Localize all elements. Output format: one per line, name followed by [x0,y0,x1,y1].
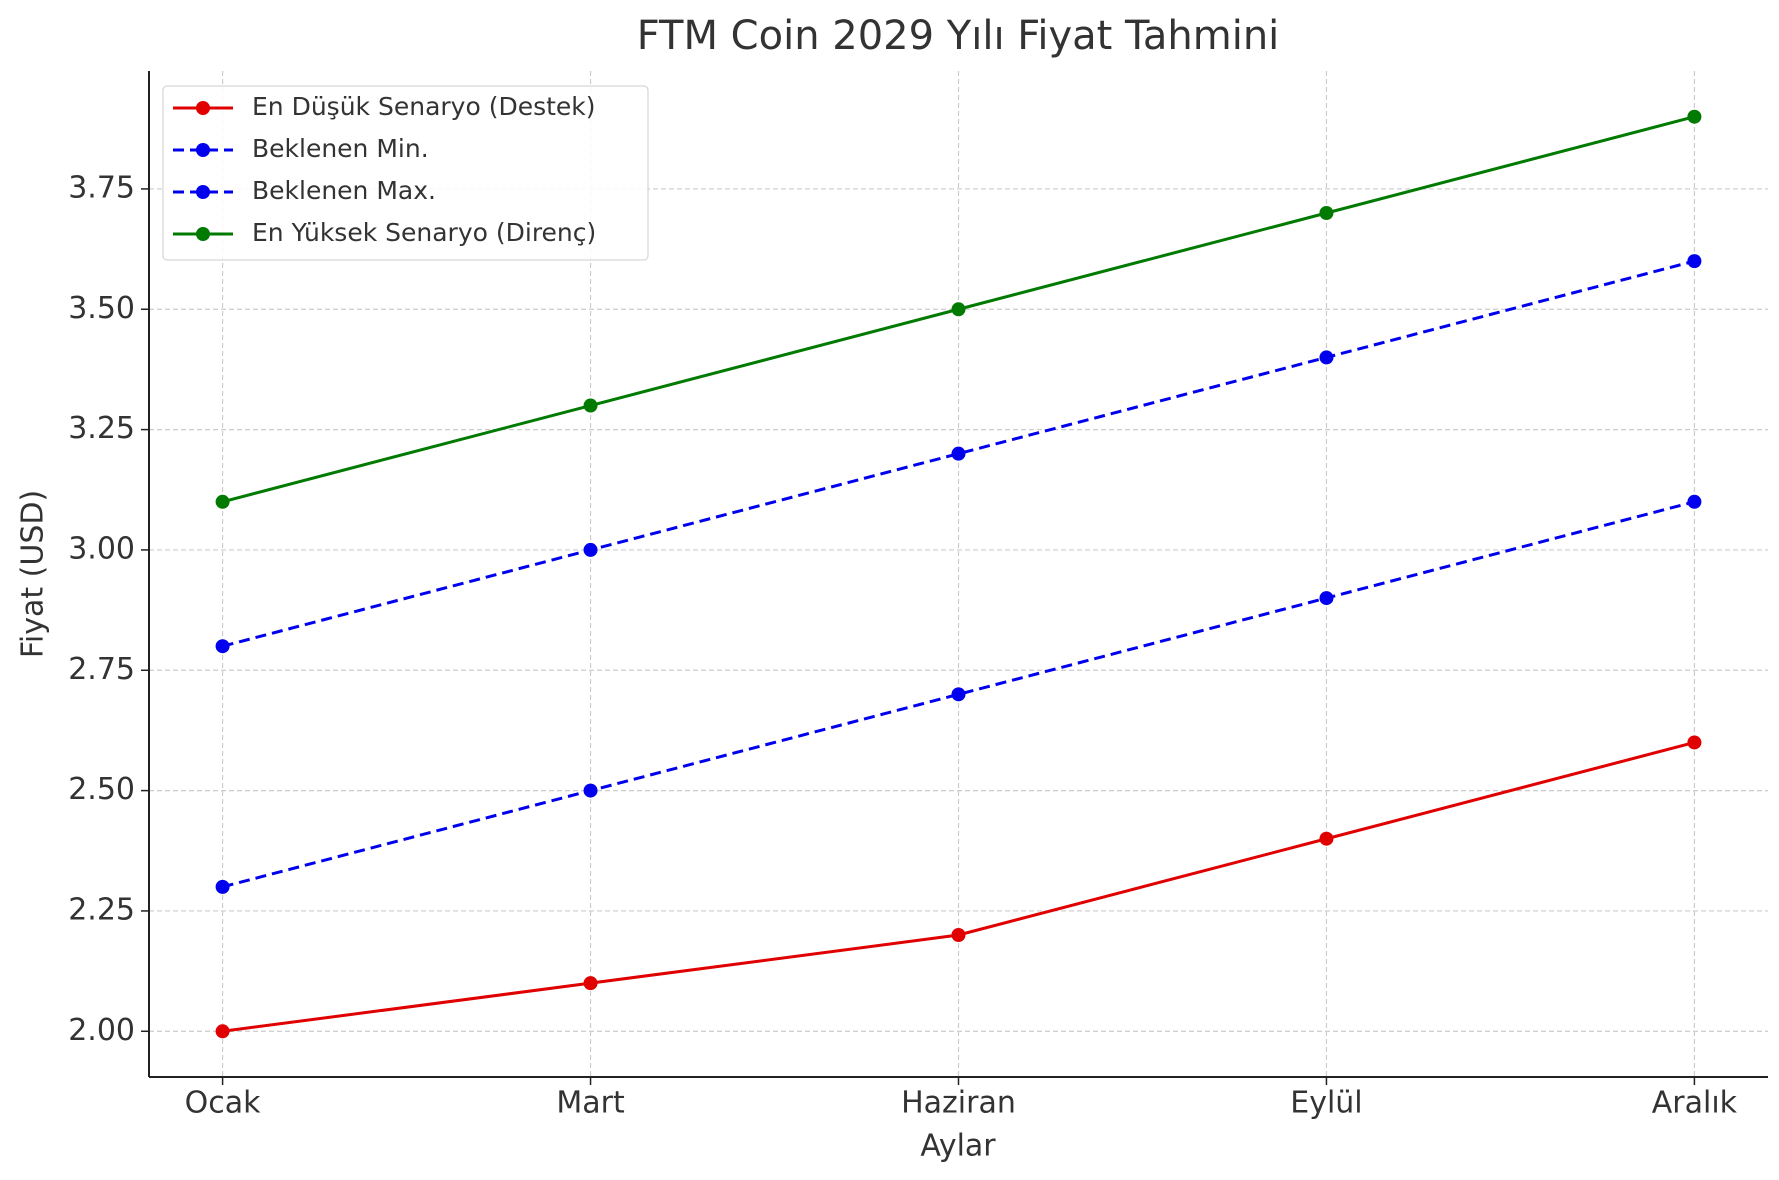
legend-box [162,85,649,261]
point [583,398,598,413]
legend-marker [196,185,210,199]
y-axis-label: Fiyat (USD) [16,490,51,658]
legend-label: Beklenen Min. [252,134,429,163]
legend-label: En Yüksek Senaryo (Direnç) [252,218,596,247]
chart-title: FTM Coin 2029 Yılı Fiyat Tahmini [637,13,1280,59]
y-tick-label: 2.50 [68,772,135,807]
point [583,542,598,557]
series-line [222,500,1695,889]
point [1319,591,1334,606]
legend-marker [196,227,210,241]
x-tick-label: Haziran [901,1086,1016,1121]
point [951,687,966,702]
x-tick-label: Mart [556,1086,625,1121]
x-tick-label: Eylül [1290,1086,1362,1121]
point [951,302,966,317]
legend-label: Beklenen Max. [252,176,436,205]
point [1687,494,1702,509]
legend-label: En Düşük Senaryo (Destek) [252,92,596,121]
point [215,494,230,509]
legend: En Düşük Senaryo (Destek) Beklenen Min. Be… [162,85,649,261]
y-tick-label: 3.50 [68,291,135,326]
point [1319,205,1334,220]
point [1319,831,1334,846]
point [1687,109,1702,124]
point [1687,254,1702,269]
x-tick-label: Ocak [185,1086,261,1121]
point [215,1024,230,1039]
point [951,446,966,461]
y-tick-label: 3.00 [68,531,135,566]
point [215,639,230,654]
point [951,928,966,943]
legend-marker [196,101,210,115]
x-axis-label: Aylar [920,1129,996,1164]
point [1319,350,1334,365]
legend-marker [196,143,210,157]
series-line [222,259,1695,648]
point [1687,735,1702,750]
y-tick-label: 2.00 [68,1013,135,1048]
point [583,783,598,798]
y-tick-label: 3.25 [68,411,135,446]
point [583,976,598,991]
x-tick-label: Aralık [1652,1086,1738,1121]
point [215,879,230,894]
y-tick-label: 3.75 [68,170,135,205]
y-tick-label: 2.25 [68,892,135,927]
y-tick-label: 2.75 [68,652,135,687]
